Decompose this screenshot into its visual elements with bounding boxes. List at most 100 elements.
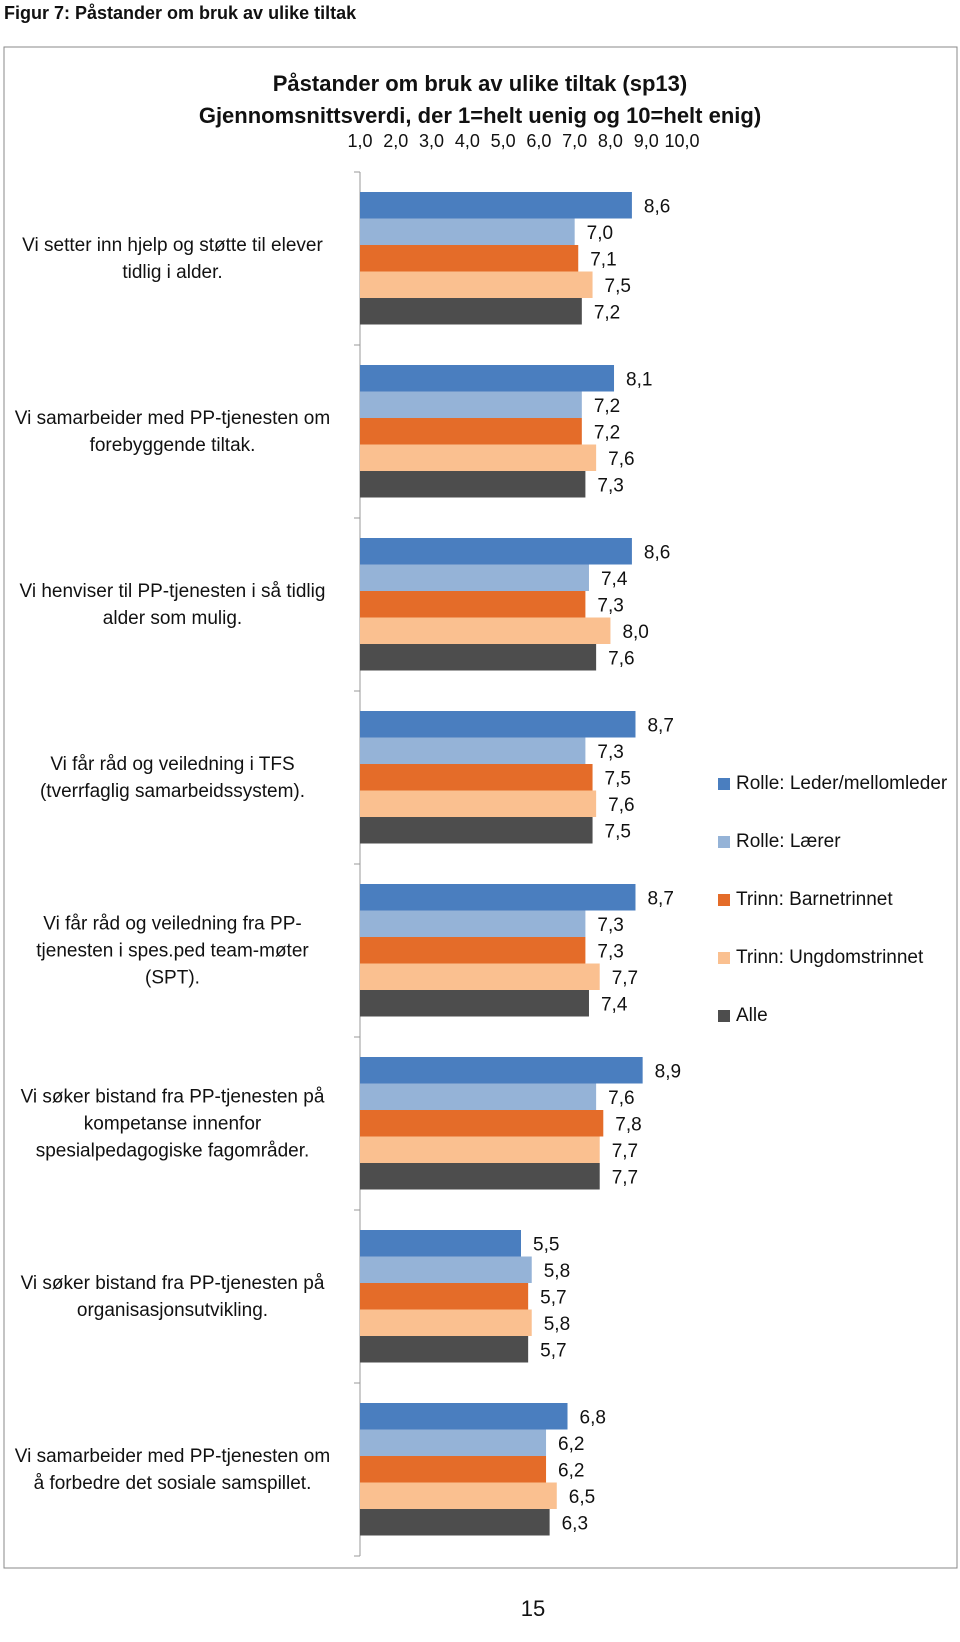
legend-label: Trinn: Ungdomstrinnet bbox=[736, 947, 924, 968]
bar bbox=[360, 937, 586, 964]
category-label: Vi søker bistand fra PP-tjenesten på org… bbox=[20, 1272, 325, 1321]
category-label: Vi får råd og veiledning i TFS (tverrfag… bbox=[39, 753, 306, 802]
chart-frame bbox=[3, 46, 958, 1569]
value-label: 7,1 bbox=[590, 249, 616, 270]
x-tick-label: 1,0 bbox=[347, 131, 372, 151]
value-label: 7,4 bbox=[601, 569, 628, 590]
x-tick-label: 4,0 bbox=[455, 131, 480, 151]
bar bbox=[360, 471, 586, 498]
legend-swatch bbox=[718, 894, 730, 906]
value-label: 7,3 bbox=[597, 595, 623, 616]
chart-title: Påstander om bruk av ulike tiltak (sp13) bbox=[273, 71, 687, 96]
bar bbox=[360, 1136, 600, 1163]
legend-item: Rolle: Leder/mellomleder bbox=[718, 770, 953, 797]
category-label: Vi setter inn hjelp og støtte til elever… bbox=[22, 234, 323, 283]
category-label: Vi samarbeider med PP-tjenesten om å for… bbox=[14, 1445, 331, 1494]
legend-item: Rolle: Lærer bbox=[718, 828, 953, 855]
legend-item: Trinn: Barnetrinnet bbox=[718, 886, 953, 913]
value-label: 5,5 bbox=[533, 1234, 559, 1255]
bar bbox=[360, 591, 586, 618]
legend-item: Alle bbox=[718, 1002, 953, 1029]
bar bbox=[360, 298, 582, 325]
legend-swatch bbox=[718, 778, 730, 790]
bar bbox=[360, 444, 597, 471]
legend-label: Alle bbox=[736, 1005, 768, 1026]
bar bbox=[360, 1083, 597, 1110]
value-label: 5,8 bbox=[544, 1261, 570, 1282]
value-label: 8,6 bbox=[644, 196, 670, 217]
bar bbox=[360, 1336, 529, 1363]
bar bbox=[360, 1429, 547, 1456]
bar bbox=[360, 790, 597, 817]
bar bbox=[360, 1309, 532, 1336]
value-label: 7,3 bbox=[597, 475, 623, 496]
value-label: 7,2 bbox=[594, 396, 620, 417]
value-label: 7,3 bbox=[597, 915, 623, 936]
category-label: Vi samarbeider med PP-tjenesten om foreb… bbox=[14, 407, 331, 456]
value-label: 7,5 bbox=[605, 821, 631, 842]
bar bbox=[360, 644, 597, 671]
bar bbox=[360, 564, 589, 591]
value-label: 7,8 bbox=[615, 1114, 641, 1135]
value-label: 7,6 bbox=[608, 1088, 634, 1109]
bar bbox=[360, 1230, 521, 1257]
value-label: 7,7 bbox=[612, 1167, 638, 1188]
value-label: 5,8 bbox=[544, 1314, 570, 1335]
legend-label: Trinn: Barnetrinnet bbox=[736, 889, 893, 910]
value-label: 6,2 bbox=[558, 1460, 584, 1481]
legend-swatch bbox=[718, 952, 730, 964]
bar bbox=[360, 218, 575, 245]
value-label: 7,6 bbox=[608, 449, 634, 470]
chart-subtitle: Gjennomsnittsverdi, der 1=helt uenig og … bbox=[199, 103, 761, 128]
bar bbox=[360, 737, 586, 764]
value-label: 8,6 bbox=[644, 542, 670, 563]
value-label: 6,3 bbox=[562, 1513, 588, 1534]
legend-label: Rolle: Leder/mellomleder bbox=[736, 773, 948, 794]
value-label: 7,7 bbox=[612, 1141, 638, 1162]
bar bbox=[360, 1456, 547, 1483]
bar bbox=[360, 963, 600, 990]
value-label: 7,6 bbox=[608, 648, 634, 669]
legend-label: Rolle: Lærer bbox=[736, 831, 841, 852]
bar bbox=[360, 1256, 532, 1283]
value-label: 7,7 bbox=[612, 968, 638, 989]
bar bbox=[360, 884, 636, 911]
x-tick-label: 9,0 bbox=[634, 131, 659, 151]
value-label: 7,6 bbox=[608, 795, 634, 816]
category-label: Vi søker bistand fra PP-tjenesten på kom… bbox=[20, 1086, 325, 1161]
bar bbox=[360, 817, 593, 844]
bar bbox=[360, 910, 586, 937]
value-label: 7,3 bbox=[597, 742, 623, 763]
value-label: 7,2 bbox=[594, 302, 620, 323]
bar bbox=[360, 764, 593, 791]
category-label: Vi får råd og veiledning fra PP-tjeneste… bbox=[36, 913, 309, 988]
value-label: 5,7 bbox=[540, 1340, 566, 1361]
value-label: 6,2 bbox=[558, 1434, 584, 1455]
bar bbox=[360, 711, 636, 738]
x-tick-label: 7,0 bbox=[562, 131, 587, 151]
page-number: 15 bbox=[521, 1596, 545, 1621]
x-tick-label: 3,0 bbox=[419, 131, 444, 151]
value-label: 8,7 bbox=[647, 888, 673, 909]
legend-swatch bbox=[718, 1010, 730, 1022]
value-label: 8,1 bbox=[626, 369, 652, 390]
bar bbox=[360, 245, 579, 272]
value-label: 7,3 bbox=[597, 941, 623, 962]
value-label: 7,4 bbox=[601, 994, 628, 1015]
value-label: 5,7 bbox=[540, 1287, 566, 1308]
x-tick-label: 10,0 bbox=[664, 131, 699, 151]
bar bbox=[360, 990, 589, 1017]
value-label: 6,5 bbox=[569, 1487, 595, 1508]
bar bbox=[360, 617, 611, 644]
bar bbox=[360, 538, 632, 565]
bar bbox=[360, 271, 593, 298]
value-label: 6,8 bbox=[580, 1407, 606, 1428]
bar bbox=[360, 1509, 550, 1536]
value-label: 7,5 bbox=[605, 276, 631, 297]
value-label: 7,0 bbox=[587, 223, 613, 244]
bar bbox=[360, 1057, 643, 1084]
value-label: 7,2 bbox=[594, 422, 620, 443]
bar bbox=[360, 1163, 600, 1190]
